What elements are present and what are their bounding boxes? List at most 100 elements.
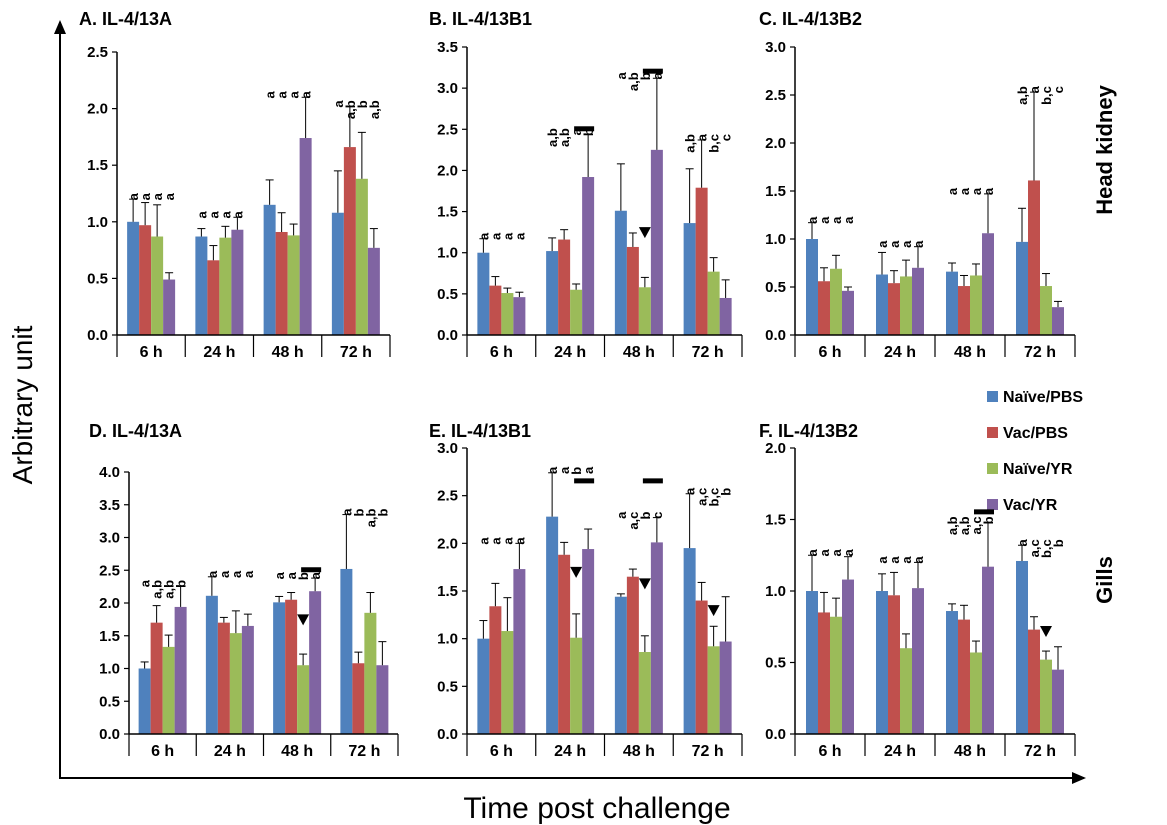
bar bbox=[627, 577, 639, 734]
bar bbox=[356, 179, 368, 335]
bar bbox=[230, 633, 242, 734]
x-tick-label: 72 h bbox=[1024, 743, 1056, 760]
significance-letter: a bbox=[981, 187, 996, 195]
significance-bar bbox=[574, 126, 594, 131]
bar bbox=[958, 286, 970, 335]
bar bbox=[970, 652, 982, 734]
bar bbox=[639, 287, 651, 335]
row-label-gills: Gills bbox=[1092, 556, 1117, 604]
bar bbox=[958, 620, 970, 734]
x-tick-label: 24 h bbox=[214, 743, 246, 760]
bar bbox=[175, 607, 187, 734]
bar bbox=[720, 642, 732, 734]
legend-label: Vac/YR bbox=[1003, 497, 1058, 514]
x-tick-label: 24 h bbox=[884, 344, 916, 361]
significance-letter: a bbox=[911, 240, 926, 248]
legend-swatch bbox=[987, 427, 998, 438]
chart-panels: A. IL-4/13A0.00.51.01.52.02.5aaaaaaaaaaa… bbox=[79, 9, 1075, 760]
significance-bar bbox=[643, 69, 663, 74]
bar bbox=[285, 600, 297, 734]
bar bbox=[900, 276, 912, 335]
bar bbox=[970, 275, 982, 335]
bar bbox=[570, 290, 582, 335]
significance-letter: a bbox=[299, 91, 314, 99]
bar bbox=[546, 251, 558, 335]
bar bbox=[309, 591, 321, 734]
down-triangle-icon bbox=[708, 605, 720, 616]
y-tick-label: 0.0 bbox=[87, 327, 108, 344]
bar bbox=[288, 235, 300, 335]
bar bbox=[946, 611, 958, 734]
bar bbox=[982, 233, 994, 335]
bar bbox=[139, 225, 151, 335]
bar bbox=[1040, 660, 1052, 734]
x-tick-label: 48 h bbox=[623, 344, 655, 361]
y-tick-label: 3.0 bbox=[437, 440, 458, 457]
bar bbox=[982, 567, 994, 734]
significance-letter: a bbox=[911, 556, 926, 564]
panel-title: C. IL-4/13B2 bbox=[759, 9, 862, 29]
y-tick-label: 1.5 bbox=[99, 628, 120, 645]
significance-bar bbox=[643, 478, 663, 483]
down-triangle-icon bbox=[639, 578, 651, 589]
significance-letter: a bbox=[512, 232, 527, 240]
bar bbox=[558, 555, 570, 734]
bar bbox=[1028, 180, 1040, 335]
chart-panel: E. IL-4/13B10.00.51.01.52.02.53.0aaaaaab… bbox=[429, 421, 742, 760]
y-tick-label: 2.0 bbox=[765, 135, 786, 152]
bar bbox=[300, 138, 312, 335]
legend-swatch bbox=[987, 391, 998, 402]
chart-panel: C. IL-4/13B20.00.51.01.52.02.53.0aaaaaaa… bbox=[759, 9, 1075, 361]
x-tick-label: 48 h bbox=[623, 743, 655, 760]
bar bbox=[273, 602, 285, 734]
y-tick-label: 2.5 bbox=[99, 562, 120, 579]
bar bbox=[1052, 307, 1064, 335]
bar bbox=[352, 663, 364, 734]
significance-letter: a bbox=[308, 571, 323, 579]
bar bbox=[876, 591, 888, 734]
down-triangle-icon bbox=[570, 567, 582, 578]
y-tick-label: 1.0 bbox=[437, 245, 458, 262]
bar bbox=[720, 298, 732, 335]
x-tick-label: 48 h bbox=[272, 344, 304, 361]
bar bbox=[684, 223, 696, 335]
bar bbox=[888, 283, 900, 335]
y-tick-label: 0.0 bbox=[765, 726, 786, 743]
y-tick-label: 2.0 bbox=[437, 162, 458, 179]
bar bbox=[513, 569, 525, 734]
x-tick-label: 24 h bbox=[554, 743, 586, 760]
x-tick-label: 72 h bbox=[340, 344, 372, 361]
bar bbox=[818, 281, 830, 335]
bar bbox=[696, 188, 708, 335]
bar bbox=[219, 238, 231, 335]
x-tick-label: 6 h bbox=[490, 743, 513, 760]
y-tick-label: 1.0 bbox=[765, 583, 786, 600]
y-tick-label: 1.5 bbox=[765, 183, 786, 200]
x-tick-label: 24 h bbox=[554, 344, 586, 361]
y-tick-label: 2.5 bbox=[437, 488, 458, 505]
y-tick-label: 0.5 bbox=[437, 678, 458, 695]
bar bbox=[218, 623, 230, 734]
bar bbox=[231, 230, 243, 335]
bar bbox=[1052, 670, 1064, 734]
bar bbox=[570, 638, 582, 734]
significance-letter: a bbox=[230, 211, 245, 219]
x-tick-label: 48 h bbox=[281, 743, 313, 760]
bar bbox=[127, 222, 139, 335]
bar bbox=[651, 542, 663, 734]
bar bbox=[340, 569, 352, 734]
y-tick-label: 1.0 bbox=[765, 231, 786, 248]
bar bbox=[477, 253, 489, 335]
bar bbox=[332, 213, 344, 335]
y-tick-label: 3.0 bbox=[765, 39, 786, 56]
y-axis-title: Arbitrary unit bbox=[7, 325, 38, 484]
chart-panel: B. IL-4/13B10.00.51.01.52.02.53.03.5aaaa… bbox=[429, 9, 742, 361]
bar bbox=[806, 239, 818, 335]
bar bbox=[615, 597, 627, 734]
chart-panel: D. IL-4/13A0.00.51.01.52.02.53.03.54.0aa… bbox=[89, 421, 398, 760]
y-tick-label: 0.0 bbox=[99, 726, 120, 743]
y-tick-label: 3.0 bbox=[99, 530, 120, 547]
bar bbox=[708, 272, 720, 335]
y-tick-label: 3.0 bbox=[437, 80, 458, 97]
